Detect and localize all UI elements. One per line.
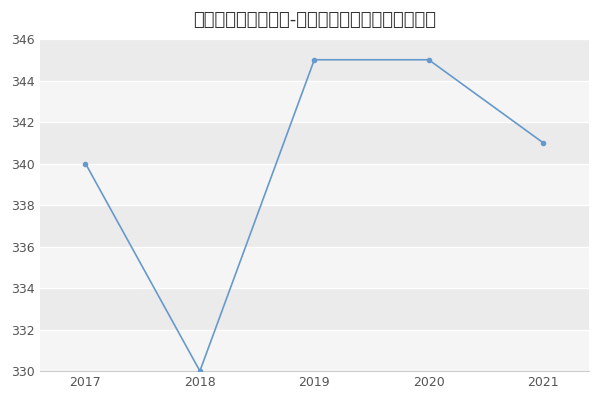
Bar <box>40 80 589 122</box>
Bar <box>40 164 589 205</box>
Bar <box>40 246 589 288</box>
Title: 四川大学工业工程（-历年复试）研究生录取分数线: 四川大学工业工程（-历年复试）研究生录取分数线 <box>193 11 436 29</box>
Bar <box>40 330 589 371</box>
